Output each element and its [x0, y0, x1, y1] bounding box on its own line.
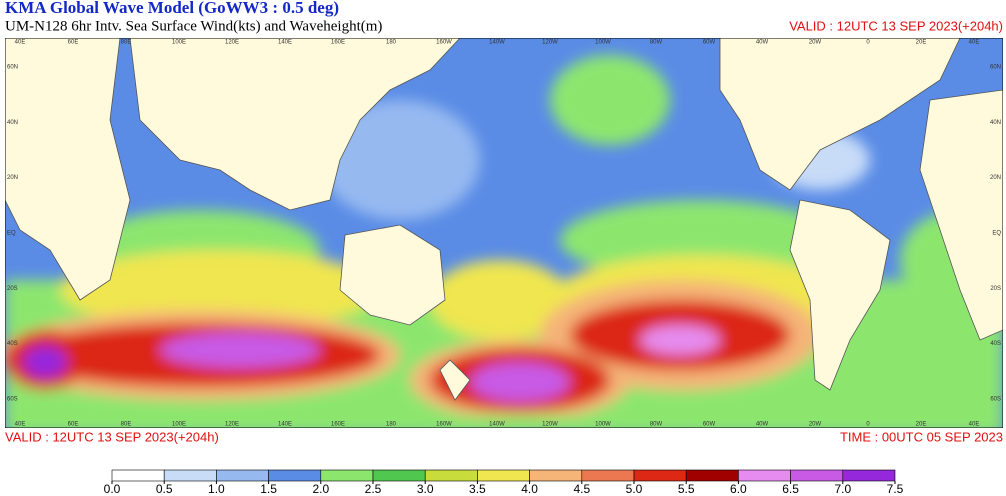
colorbar-label: 7.5	[887, 482, 904, 496]
lat-label: 20N	[7, 175, 18, 181]
lat-label: 40N	[990, 120, 1001, 126]
lon-label: 160E	[331, 40, 345, 46]
lat-label: 40S	[990, 341, 1001, 347]
colorbar-swatch	[111, 469, 165, 482]
colorbar-label: 7.0	[834, 482, 851, 496]
lat-label: 60S	[7, 396, 18, 402]
colorbar-label: 5.0	[626, 482, 643, 496]
valid-top: VALID : 12UTC 13 SEP 2023(+204h)	[789, 18, 1003, 33]
colorbar-label: 6.5	[782, 482, 799, 496]
lat-label: 40S	[7, 341, 18, 347]
time: TIME : 00UTC 05 SEP 2023	[840, 429, 1003, 444]
lat-label: 60N	[990, 65, 1001, 71]
lon-label: 60W	[703, 40, 716, 46]
lon-label: 0	[866, 422, 870, 428]
lon-label: 40E	[969, 422, 980, 428]
colorbar-swatch	[738, 469, 791, 482]
lon-label: 140W	[489, 422, 505, 428]
lat-label: 60S	[990, 396, 1001, 402]
lon-label: 20E	[916, 40, 927, 46]
colorbar-swatch	[216, 469, 269, 482]
lat-label: EQ	[992, 230, 1001, 236]
lon-label: 140E	[278, 422, 292, 428]
subtitle: UM-N128 6hr Intv. Sea Surface Wind(kts) …	[5, 18, 382, 34]
lon-label: 140W	[489, 40, 505, 46]
lon-label: 100E	[172, 422, 186, 428]
valid-bottom: VALID : 12UTC 13 SEP 2023(+204h)	[5, 429, 219, 444]
lon-label: 180	[386, 40, 397, 46]
lon-label: 80W	[650, 422, 663, 428]
lat-label: 20S	[7, 286, 18, 292]
lon-label: 100E	[172, 40, 186, 46]
lat-label: 20S	[990, 286, 1001, 292]
lon-label: 140E	[278, 40, 292, 46]
lon-label: 40E	[969, 40, 980, 46]
colorbar-label: 0.5	[156, 482, 173, 496]
colorbar-swatch	[685, 469, 739, 482]
lon-label: 80W	[650, 40, 663, 46]
map	[5, 38, 1003, 428]
colorbar-swatch	[320, 469, 374, 482]
lon-label: 100W	[595, 422, 611, 428]
colorbar-label: 3.5	[469, 482, 486, 496]
lon-label: 160W	[436, 422, 452, 428]
lon-label: 40E	[15, 422, 26, 428]
lon-label: 120E	[225, 40, 239, 46]
lon-label: 120W	[542, 422, 558, 428]
lon-label: 160W	[436, 40, 452, 46]
lat-label: 60N	[7, 65, 18, 71]
colorbar-label: 6.0	[730, 482, 747, 496]
lat-label: EQ	[7, 230, 16, 236]
colorbar-swatch	[372, 469, 426, 482]
colorbar-label: 0.0	[104, 482, 121, 496]
colorbar-swatch	[790, 469, 844, 482]
title: KMA Global Wave Model (GoWW3 : 0.5 deg)	[5, 0, 339, 17]
colorbar-swatch	[424, 469, 478, 482]
lon-label: 20W	[809, 40, 822, 46]
colorbar-swatch	[477, 469, 530, 482]
colorbar-swatch	[529, 469, 583, 482]
lon-label: 60E	[68, 40, 79, 46]
colorbar-label: 1.5	[260, 482, 277, 496]
colorbar-label: 1.0	[208, 482, 225, 496]
lon-label: 120E	[225, 422, 239, 428]
lon-label: 40W	[756, 422, 769, 428]
lon-label: 60E	[68, 422, 79, 428]
lon-label: 60W	[703, 422, 716, 428]
lon-label: 0	[866, 40, 870, 46]
colorbar-swatch	[581, 469, 635, 482]
lon-label: 160E	[331, 422, 345, 428]
colorbar-label: 5.5	[678, 482, 695, 496]
lon-label: 120W	[542, 40, 558, 46]
colorbar-label: 2.5	[365, 482, 382, 496]
colorbar-swatch	[163, 469, 217, 482]
lon-label: 80E	[121, 40, 132, 46]
lon-label: 20E	[916, 422, 927, 428]
colorbar-swatch	[842, 469, 896, 482]
colorbar-label: 4.5	[573, 482, 590, 496]
lon-label: 100W	[595, 40, 611, 46]
lat-label: 20N	[990, 175, 1001, 181]
lat-label: 40N	[7, 120, 18, 126]
colorbar-label: 3.0	[417, 482, 434, 496]
colorbar-swatch	[268, 469, 322, 482]
lon-label: 40E	[15, 40, 26, 46]
lon-label: 40W	[756, 40, 769, 46]
lon-label: 20W	[809, 422, 822, 428]
lon-label: 80E	[121, 422, 132, 428]
lon-label: 180	[386, 422, 397, 428]
colorbar-label: 4.0	[521, 482, 538, 496]
colorbar-label: 2.0	[312, 482, 329, 496]
colorbar-swatch	[633, 469, 687, 482]
